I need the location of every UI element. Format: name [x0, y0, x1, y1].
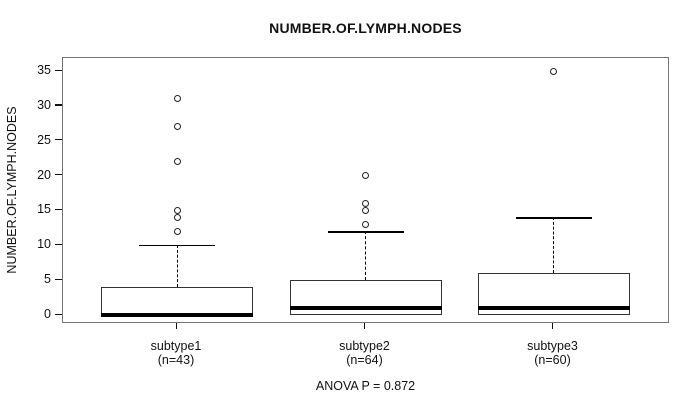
y-tick-label: 0 [44, 307, 51, 321]
y-tick-label: 25 [37, 132, 51, 147]
y-tick-label: 10 [37, 237, 51, 252]
median-line-subtype3 [477, 306, 630, 311]
whisker-line-subtype1 [176, 245, 178, 288]
outlier-point-subtype3 [550, 67, 557, 75]
outlier-point-subtype1 [173, 213, 181, 221]
whisker-line-subtype2 [365, 231, 366, 281]
whisker-cap-subtype2 [327, 231, 404, 233]
whisker-cap-subtype1 [139, 245, 215, 247]
y-tick-mark [55, 104, 62, 106]
y-tick-label: 30 [37, 97, 51, 112]
outlier-point-subtype2 [362, 172, 369, 180]
outlier-point-subtype1 [173, 95, 181, 103]
y-tick-label: 35 [37, 63, 51, 78]
outlier-point-subtype2 [362, 206, 369, 214]
outlier-point-subtype1 [173, 158, 181, 166]
y-tick-mark [55, 278, 62, 280]
group-sublabel-subtype2: (n=64) [346, 353, 383, 367]
y-tick-mark [55, 208, 62, 211]
outlier-point-subtype1 [173, 123, 181, 131]
anova-p-annotation: ANOVA P = 0.872 [315, 379, 416, 393]
whisker-line-subtype3 [553, 217, 554, 274]
median-line-subtype1 [101, 313, 253, 317]
x-tick-mark-subtype3 [552, 323, 554, 329]
y-tick-label: 15 [37, 202, 51, 217]
x-tick-mark-subtype2 [364, 323, 366, 329]
group-label-subtype3: subtype3 [527, 339, 578, 353]
y-tick-mark [55, 243, 62, 245]
x-tick-label-subtype2: subtype2 (n=64) [285, 339, 445, 367]
y-tick-label: 20 [37, 167, 51, 182]
y-tick-mark [55, 69, 62, 71]
y-tick-mark [55, 313, 62, 315]
whisker-cap-subtype3 [515, 217, 592, 219]
chart-title: NUMBER.OF.LYMPH.NODES [269, 20, 462, 36]
outlier-point-subtype2 [362, 199, 369, 207]
outlier-point-subtype1 [173, 206, 181, 214]
outlier-point-subtype1 [173, 227, 181, 235]
group-label-subtype1: subtype1 [150, 339, 202, 353]
y-tick-mark [55, 139, 62, 141]
y-tick-label: 5 [44, 272, 51, 287]
x-tick-mark-subtype1 [175, 323, 177, 329]
group-label-subtype2: subtype2 [339, 339, 390, 353]
group-sublabel-subtype3: (n=60) [534, 353, 571, 367]
x-tick-label-subtype3: subtype3 (n=60) [473, 339, 633, 367]
x-tick-label-subtype1: subtype1 (n=43) [96, 339, 256, 367]
plot-area [62, 57, 669, 323]
outlier-point-subtype2 [362, 220, 369, 228]
y-tick-mark [55, 174, 62, 176]
group-sublabel-subtype1: (n=43) [157, 353, 195, 367]
box-subtype1 [101, 287, 253, 315]
median-line-subtype2 [289, 306, 442, 311]
